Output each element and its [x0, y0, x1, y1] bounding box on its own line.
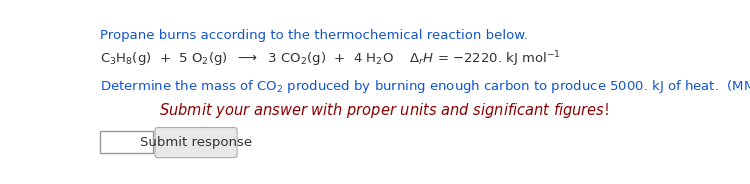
Text: Submit response: Submit response [140, 136, 252, 149]
FancyBboxPatch shape [155, 128, 237, 158]
Text: C$_3$H$_8$(g)  +  5 O$_2$(g)  $\longrightarrow$  3 CO$_2$(g)  +  4 H$_2$O    $\D: C$_3$H$_8$(g) + 5 O$_2$(g) $\longrightar… [100, 50, 561, 69]
FancyBboxPatch shape [100, 131, 153, 153]
Text: $\bf{\it{Submit\ your\ answer\ with\ proper\ units\ and\ significant\ figures!}}: $\bf{\it{Submit\ your\ answer\ with\ pro… [159, 101, 610, 120]
Text: Propane burns according to the thermochemical reaction below.: Propane burns according to the thermoche… [100, 29, 528, 42]
Text: Determine the mass of CO$_2$ produced by burning enough carbon to produce 5000. : Determine the mass of CO$_2$ produced by… [100, 77, 750, 97]
